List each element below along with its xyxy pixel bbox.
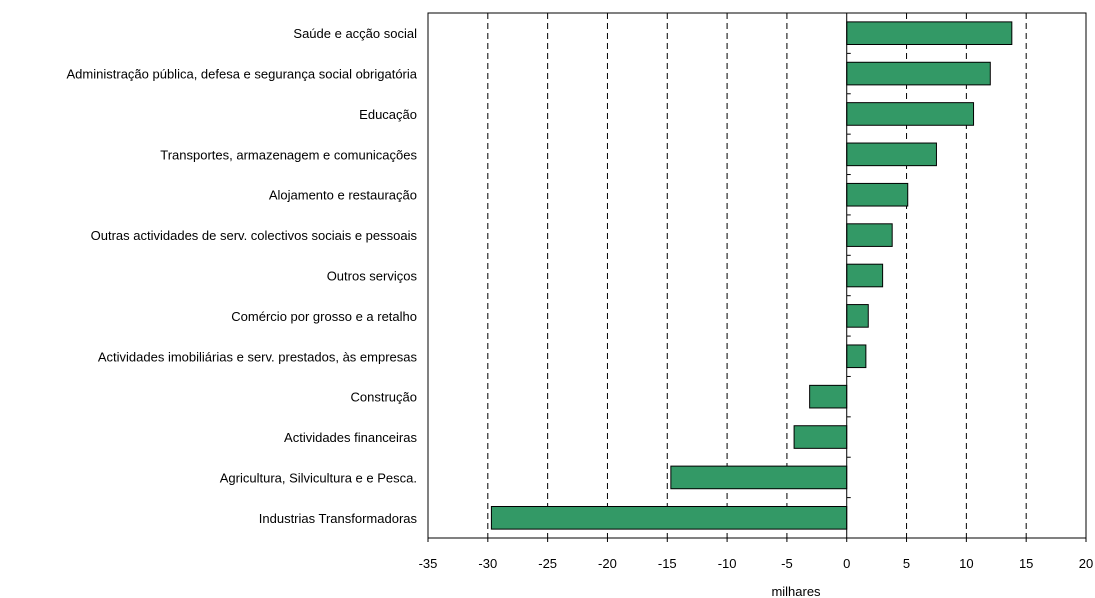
category-label: Saúde e acção social bbox=[293, 26, 417, 41]
category-label: Outros serviços bbox=[327, 269, 418, 284]
x-tick-label: -5 bbox=[781, 556, 793, 571]
x-tick-label: -30 bbox=[478, 556, 497, 571]
x-tick-label: -35 bbox=[419, 556, 438, 571]
x-tick-label: -20 bbox=[598, 556, 617, 571]
x-axis-label: milhares bbox=[771, 584, 821, 598]
bar bbox=[846, 263, 884, 288]
bar bbox=[846, 61, 991, 86]
plot-area bbox=[427, 12, 1087, 539]
category-label: Administração pública, defesa e seguranç… bbox=[67, 67, 418, 82]
axes bbox=[427, 12, 1087, 542]
x-tick-label: 15 bbox=[1019, 556, 1033, 571]
x-tick-labels: -35 -30 -25 -20 -15 -10 -5 0 5 10 15 20 bbox=[419, 556, 1094, 571]
x-tick-label: 0 bbox=[843, 556, 850, 571]
gridlines bbox=[487, 13, 1027, 538]
bar bbox=[846, 21, 1013, 45]
x-tick-label: -25 bbox=[538, 556, 557, 571]
bar bbox=[846, 304, 869, 328]
category-label: Actividades imobiliárias e serv. prestad… bbox=[98, 349, 418, 364]
bar bbox=[670, 465, 848, 490]
bar bbox=[846, 223, 893, 247]
category-label: Actividades financeiras bbox=[284, 430, 417, 445]
x-tick-label: -15 bbox=[658, 556, 677, 571]
category-label: Outras actividades de serv. colectivos s… bbox=[91, 228, 418, 243]
bar bbox=[846, 102, 975, 126]
category-label: Construção bbox=[351, 390, 417, 405]
x-tick-label: 5 bbox=[903, 556, 910, 571]
x-tick-label: -10 bbox=[718, 556, 737, 571]
bar bbox=[793, 425, 848, 449]
x-tick-label: 20 bbox=[1079, 556, 1093, 571]
category-label: Alojamento e restauração bbox=[269, 188, 417, 203]
bar bbox=[846, 142, 937, 167]
bar bbox=[490, 506, 848, 530]
category-label: Transportes, armazenagem e comunicações bbox=[160, 147, 417, 162]
bar bbox=[846, 344, 867, 369]
bar bbox=[846, 182, 909, 207]
category-label: Industrias Transformadoras bbox=[259, 511, 418, 526]
bar bbox=[809, 384, 848, 409]
x-tick-label: 10 bbox=[959, 556, 973, 571]
category-label: Comércio por grosso e a retalho bbox=[231, 309, 417, 324]
category-label: Agricultura, Silvicultura e e Pesca. bbox=[220, 470, 417, 485]
category-label: Educação bbox=[359, 107, 417, 122]
category-labels: Saúde e acção social Administração públic… bbox=[67, 26, 418, 526]
